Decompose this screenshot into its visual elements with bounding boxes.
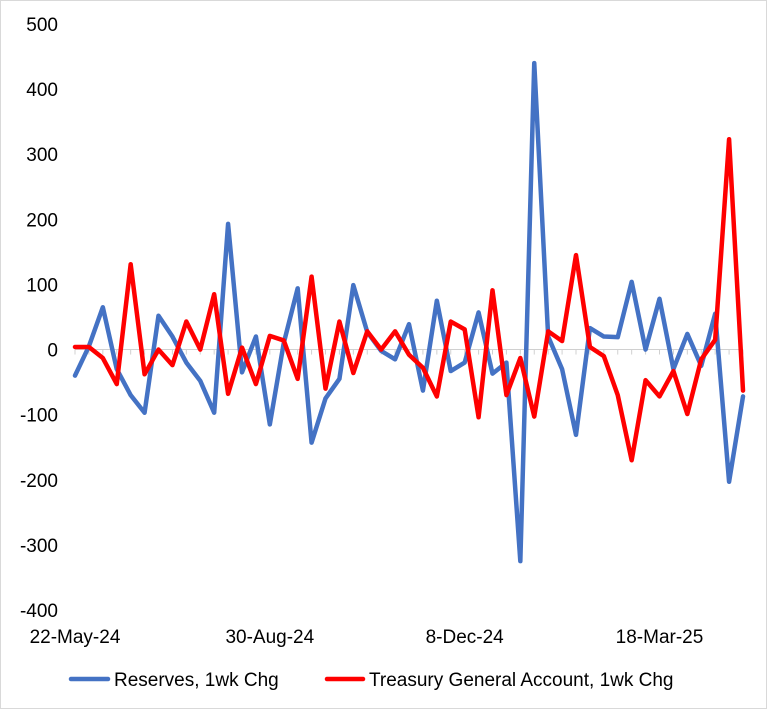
y-axis: -400 -300 -200 -100 0 100 200 300 400 500 xyxy=(20,15,58,622)
y-tick-label: 500 xyxy=(26,15,58,36)
x-axis: 22-May-24 30-Aug-24 8-Dec-24 18-Mar-25 xyxy=(30,349,744,648)
series-reserves-line xyxy=(72,60,746,564)
legend-label-tga: Treasury General Account, 1wk Chg xyxy=(369,670,674,691)
y-tick-label: -300 xyxy=(20,536,58,557)
y-tick-label: -100 xyxy=(20,406,58,427)
x-tick-label: 30-Aug-24 xyxy=(225,627,314,648)
y-tick-label: 100 xyxy=(26,275,58,296)
series-group xyxy=(72,60,746,564)
y-tick-label: 200 xyxy=(26,210,58,231)
y-tick-label: -400 xyxy=(20,601,58,622)
legend: Reserves, 1wk Chg Treasury General Accou… xyxy=(68,670,674,691)
y-tick-label: 0 xyxy=(47,341,58,362)
y-tick-label: -200 xyxy=(20,471,58,492)
legend-label-reserves: Reserves, 1wk Chg xyxy=(114,670,279,691)
x-tick-label: 8-Dec-24 xyxy=(426,627,505,648)
y-tick-label: 300 xyxy=(26,145,58,166)
y-tick-label: 400 xyxy=(26,80,58,101)
series-tga-line xyxy=(72,137,746,463)
x-tick-label: 18-Mar-25 xyxy=(616,627,704,648)
x-tick-label: 22-May-24 xyxy=(30,627,121,648)
